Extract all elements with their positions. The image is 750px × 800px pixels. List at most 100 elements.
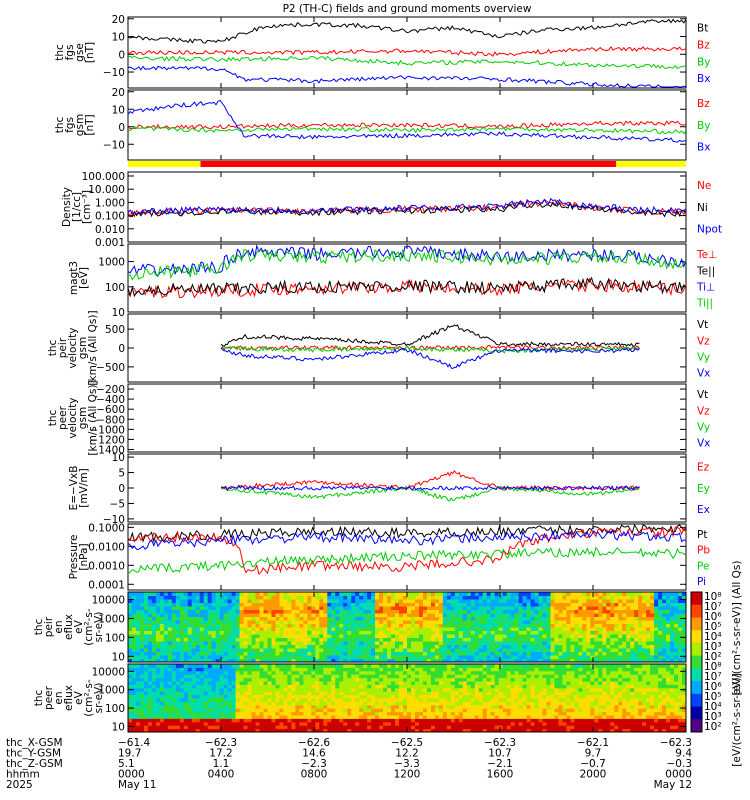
spectrogram-cell: [359, 711, 364, 716]
spectrogram-cell: [291, 715, 296, 719]
spectrogram-cell: [510, 616, 516, 621]
spectrogram-cell: [474, 616, 480, 621]
spectrogram-cell: [466, 606, 472, 610]
spectrogram-cell: [183, 620, 189, 624]
spectrogram-cell: [283, 674, 288, 679]
spectrogram-cell: [335, 725, 340, 730]
spectrogram-cell: [682, 648, 687, 652]
spectrogram-cell: [383, 681, 388, 685]
spectrogram-cell: [303, 641, 308, 645]
spectrogram-cell: [554, 609, 559, 614]
spectrogram-cell: [574, 620, 579, 624]
spectrogram-cell: [307, 701, 312, 706]
spectrogram-cell: [239, 694, 245, 699]
spectrogram-cell: [335, 606, 340, 610]
spectrogram-cell: [303, 704, 308, 709]
spectrogram-cell: [522, 609, 528, 614]
spectrogram-cell: [167, 627, 173, 631]
spectrogram-cell: [179, 627, 185, 631]
spectrogram-cell: [231, 718, 237, 723]
spectrogram-cell: [319, 677, 324, 682]
spectrogram-cell: [207, 655, 213, 659]
spectrogram-cell: [215, 602, 221, 607]
spectrogram-cell: [434, 711, 440, 716]
spectrogram-cell: [151, 634, 157, 638]
spectrogram-cell: [678, 630, 683, 635]
spectrogram-cell: [147, 606, 153, 610]
spectrogram-cell: [454, 721, 460, 726]
spectrogram-cell: [147, 623, 153, 628]
spectrogram-cell: [414, 670, 420, 675]
spectrogram-cell: [283, 651, 288, 656]
spectrogram-cell: [530, 627, 536, 631]
spectrogram-cell: [191, 616, 197, 621]
spectrogram-cell: [363, 616, 368, 621]
spectrogram-cell: [442, 708, 448, 713]
spectrogram-cell: [139, 602, 145, 607]
spectrogram-cell: [339, 691, 344, 696]
spectrogram-cell: [462, 691, 468, 696]
spectrogram-cell: [518, 613, 524, 617]
spectrogram-cell: [267, 620, 272, 624]
spectrogram-cell: [367, 648, 372, 652]
spectrogram-cell: [518, 623, 524, 628]
spectrogram-cell: [430, 708, 436, 713]
spectrogram-cell: [171, 681, 177, 685]
spectrogram-cell: [574, 644, 579, 649]
y-axis-label-line: [eV]: [78, 267, 90, 289]
spectrogram-cell: [566, 641, 571, 645]
spectrogram-cell: [610, 592, 615, 596]
spectrogram-cell: [662, 606, 667, 610]
spectrogram-cell: [506, 637, 512, 642]
spectrogram-cell: [267, 644, 272, 649]
spectrogram-cell: [586, 592, 591, 596]
spectrogram-cell: [291, 616, 296, 621]
spectrogram-cell: [550, 595, 555, 600]
spectrogram-cell: [175, 641, 181, 645]
spectrogram-cell: [295, 655, 300, 659]
spectrogram-cell: [590, 641, 595, 645]
spectrogram-cell: [343, 648, 348, 652]
spectrogram-cell: [307, 651, 312, 656]
spectrogram-cell: [395, 630, 400, 635]
spectrogram-cell: [363, 728, 368, 733]
spectrogram-cell: [311, 599, 316, 603]
spectrogram-cell: [395, 667, 400, 672]
y-tick-label: 0.010: [95, 224, 125, 236]
spectrogram-cell: [343, 641, 348, 645]
spectrogram-cell: [666, 641, 671, 645]
spectrogram-cell: [163, 634, 169, 638]
spectrogram-cell: [399, 613, 404, 617]
spectrogram-cell: [375, 655, 380, 659]
spectrogram-cell: [426, 725, 432, 730]
spectrogram-cell: [351, 644, 356, 649]
spectrogram-cell: [490, 667, 496, 672]
spectrogram-cell: [179, 667, 185, 672]
spectrogram-cell: [215, 715, 221, 719]
spectrogram-cell: [682, 595, 687, 600]
spectrogram-cell: [167, 599, 173, 603]
spectrogram-cell: [351, 664, 356, 668]
spectrogram-cell: [287, 704, 292, 709]
spectrogram-cell: [207, 708, 213, 713]
spectrogram-cell: [219, 606, 225, 610]
spectrogram-cell: [522, 641, 528, 645]
spectrogram-cell: [167, 648, 173, 652]
spectrogram-cell: [678, 648, 683, 652]
spectrogram-cell: [379, 655, 384, 659]
spectrogram-cell: [131, 606, 137, 610]
spectrogram-cell: [538, 599, 544, 603]
spectrogram-cell: [291, 644, 296, 649]
spectrogram-cell: [267, 728, 272, 733]
spectrogram-cell: [391, 651, 396, 656]
spectrogram-cell: [211, 674, 217, 679]
spectrogram-cell: [235, 715, 241, 719]
spectrogram-cell: [387, 667, 392, 672]
spectrogram-cell: [259, 715, 265, 719]
spectrogram-cell: [482, 681, 488, 685]
spectrogram-cell: [139, 677, 145, 682]
spectrogram-cell: [151, 606, 157, 610]
spectrogram-cell: [638, 644, 643, 649]
spectrogram-cell: [434, 634, 440, 638]
spectrogram-cell: [383, 599, 388, 603]
